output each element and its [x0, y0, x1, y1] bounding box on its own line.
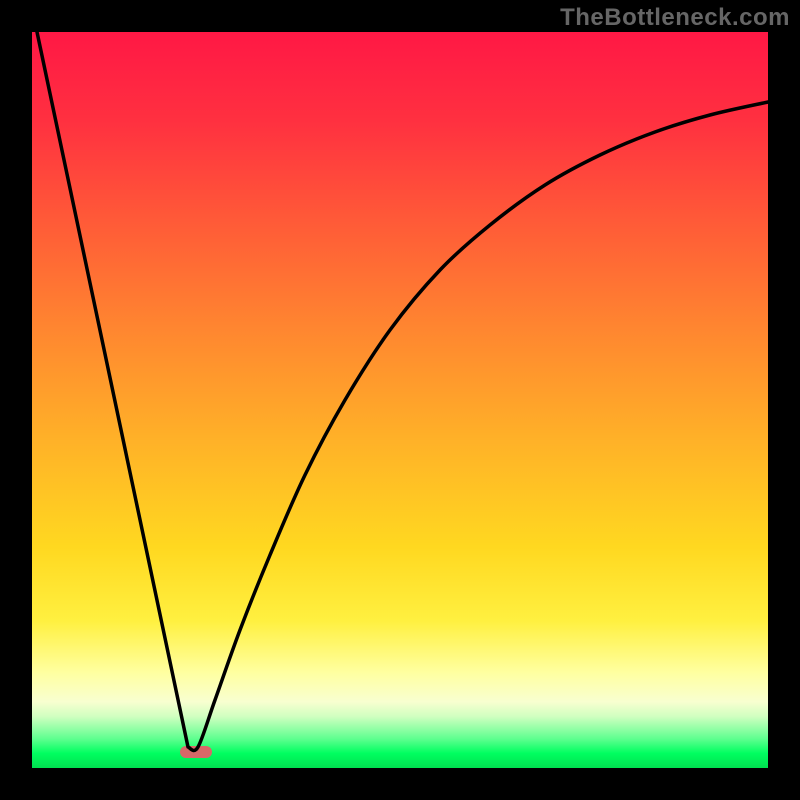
chart-container: TheBottleneck.com — [0, 0, 800, 800]
plot-area — [32, 32, 768, 768]
watermark-text: TheBottleneck.com — [560, 4, 790, 32]
bottleneck-chart — [0, 0, 800, 800]
